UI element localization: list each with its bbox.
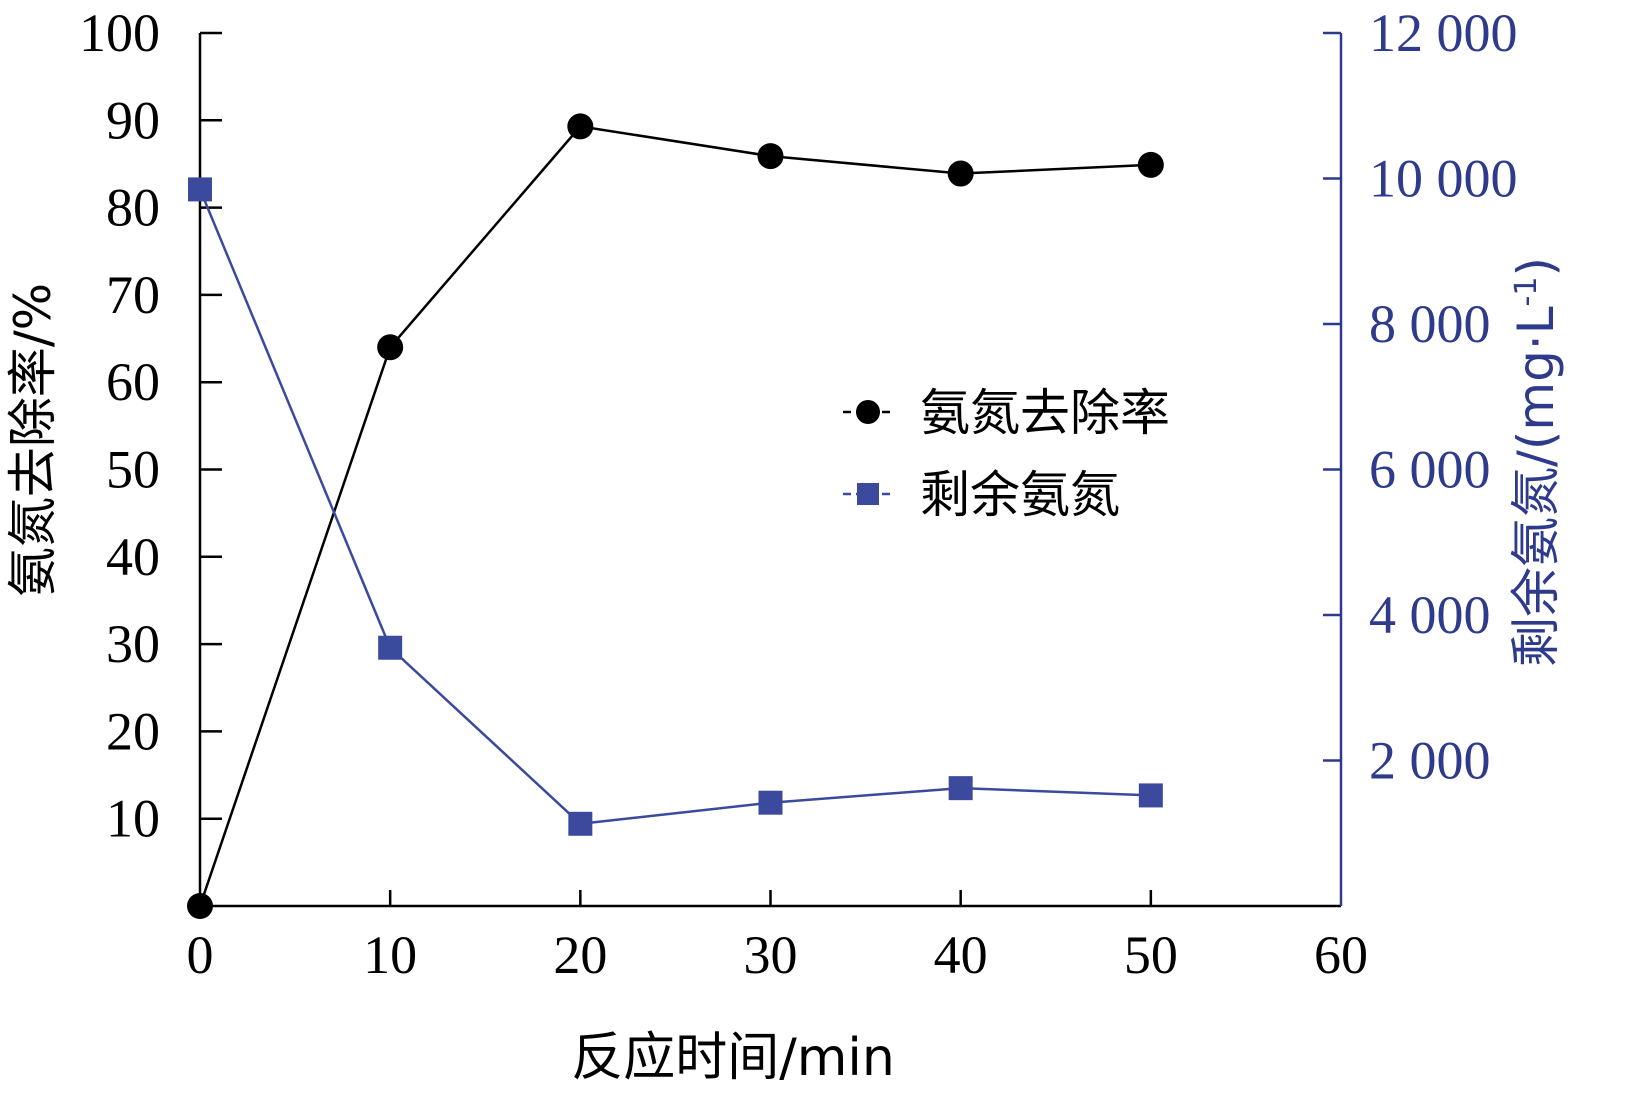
y-left-tick-label: 50 <box>106 440 160 500</box>
data-point-square <box>378 635 403 660</box>
data-point-square <box>758 790 783 815</box>
y-right-tick-label: 2 000 <box>1369 731 1491 791</box>
y-right-tick-label: 10 000 <box>1369 149 1518 209</box>
series-markers <box>187 113 1164 919</box>
x-tick-label: 10 <box>363 925 417 985</box>
y-right-axis-title-close: ) <box>1507 257 1565 277</box>
x-tick-label: 50 <box>1124 925 1178 985</box>
y-left-tick-label: 80 <box>106 178 160 238</box>
data-point-circle <box>187 893 213 919</box>
x-tick-label: 0 <box>187 925 214 985</box>
series-line-2 <box>198 188 1151 826</box>
y-left-axis-title: 氨氮去除率/% <box>4 283 62 597</box>
series-lines <box>198 125 1151 907</box>
y-right-tick-label: 6 000 <box>1369 440 1491 500</box>
x-tick-label: 60 <box>1314 925 1368 985</box>
y-left-tick-label: 60 <box>106 352 160 412</box>
data-point-square <box>948 776 973 801</box>
y-right-tick-label: 12 000 <box>1369 3 1518 63</box>
legend: 氨氮去除率 剩余氨氮 <box>843 384 1170 524</box>
y-left-tick-label: 40 <box>106 527 160 587</box>
x-axis-title: 反应时间/min <box>571 1028 895 1088</box>
data-point-circle <box>377 334 404 361</box>
x-tick-label: 20 <box>553 925 607 985</box>
data-point-circle <box>947 160 974 187</box>
data-point-square <box>1138 783 1163 808</box>
y-right-tick-label: 4 000 <box>1369 585 1491 645</box>
legend-marker-circle <box>856 400 880 424</box>
y-right-axis-title: 剩余氨氮/(mg·L-1) <box>1507 257 1565 667</box>
x-tick-label: 40 <box>934 925 988 985</box>
data-point-circle <box>757 143 784 170</box>
legend-label-series2: 剩余氨氮 <box>920 466 1120 524</box>
y-left-tick-label: 100 <box>79 3 160 63</box>
data-point-circle <box>1137 151 1164 178</box>
y-left-tick-label: 20 <box>106 701 160 761</box>
x-tick-label: 30 <box>744 925 798 985</box>
legend-label-series1: 氨氮去除率 <box>920 384 1170 442</box>
legend-marker-square <box>857 483 879 505</box>
data-point-square <box>568 811 593 836</box>
y-left-tick-label: 70 <box>106 265 160 325</box>
y-right-tick-label: 8 000 <box>1369 294 1491 354</box>
y-left-tick-label: 30 <box>106 614 160 674</box>
data-point-circle <box>567 113 594 140</box>
y-left-tick-label: 10 <box>106 789 160 849</box>
axes: 0 10 20 30 40 50 60 10 20 30 40 50 60 70 80 90 100 2 000 4… <box>79 3 1518 985</box>
series-line-1 <box>198 125 1151 907</box>
y-right-axis-title-superscript: -1 <box>1509 277 1544 307</box>
y-left-tick-label: 90 <box>106 90 160 150</box>
data-point-square <box>188 177 212 202</box>
y-right-axis-title-main: 剩余氨氮/(mg·L <box>1507 306 1565 667</box>
